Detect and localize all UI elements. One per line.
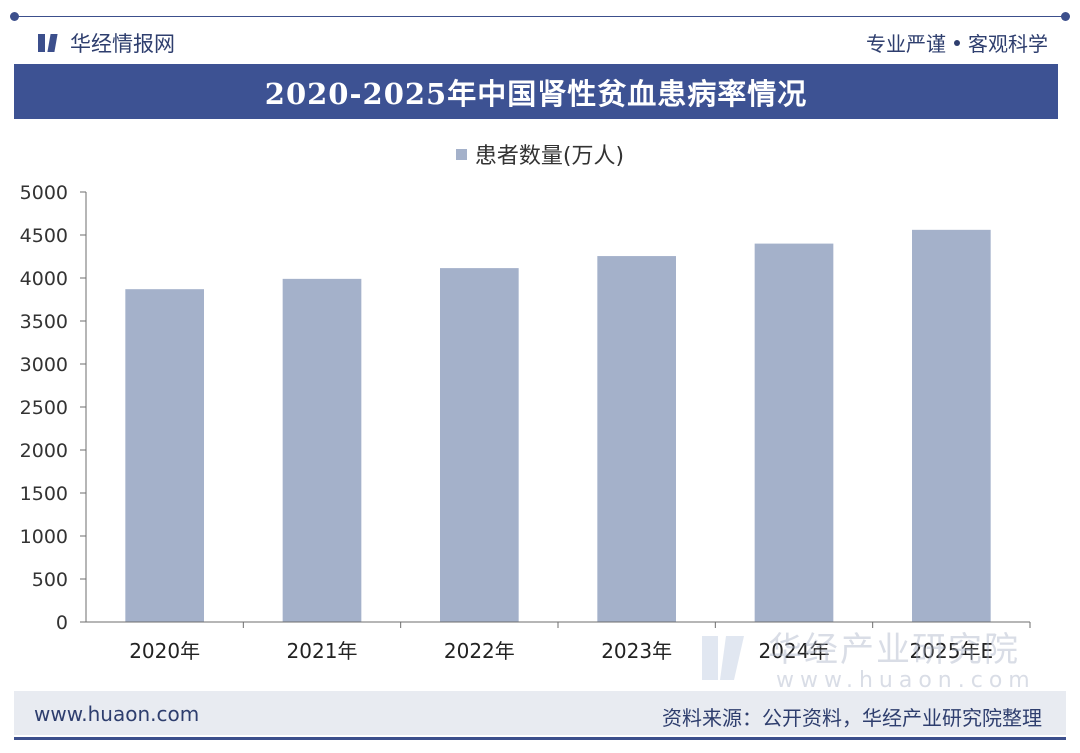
legend-swatch <box>455 148 467 160</box>
brand-name: 华经情报网 <box>70 32 175 56</box>
bars <box>125 229 991 622</box>
rule-dot-left <box>10 12 19 21</box>
y-tick-label: 2000 <box>20 440 68 462</box>
legend: 患者数量(万人) <box>0 138 1080 170</box>
bar <box>440 268 519 622</box>
watermark-name: 华经产业研究院 <box>768 630 1020 670</box>
y-tick-label: 3500 <box>20 311 68 333</box>
y-tick-label: 4000 <box>20 268 68 290</box>
y-tick-label: 5000 <box>20 182 68 204</box>
bottom-rule <box>14 737 1066 740</box>
x-axis-ticks: 2020年 2021年 2022年 2023年 2024年 2025年E <box>129 622 1031 663</box>
motto: 专业严谨 客观科学 <box>866 28 1048 57</box>
motto-left: 专业严谨 <box>866 32 946 56</box>
header: 华经情报网 专业严谨 客观科学 <box>14 22 1066 60</box>
footer: www.huaon.com 资料来源：公开资料，华经产业研究院整理 <box>14 691 1066 735</box>
bar <box>597 256 676 622</box>
y-tick-label: 1500 <box>20 483 68 505</box>
rule-dot-right <box>1061 12 1070 21</box>
x-tick-label: 2021年 <box>287 639 358 663</box>
title-banner: 2020-2025年中国肾性贫血患病率情况 <box>14 64 1058 119</box>
y-axis-ticks: 0 500 1000 1500 2000 2500 3000 3500 4000 4500 5000 <box>20 182 86 634</box>
brand-logo-icon <box>38 32 60 54</box>
x-tick-label: 2022年 <box>444 639 515 663</box>
bar <box>754 243 834 622</box>
footer-url: www.huaon.com <box>34 702 200 726</box>
y-tick-label: 2500 <box>20 397 68 419</box>
bar <box>912 229 991 622</box>
x-tick-label: 2020年 <box>129 639 200 663</box>
y-tick-label: 0 <box>56 612 68 634</box>
y-tick-label: 1000 <box>20 526 68 548</box>
watermark-url: www.huaon.com <box>776 668 1036 693</box>
chart-title: 2020-2025年中国肾性贫血患病率情况 <box>264 76 808 111</box>
brand: 华经情报网 <box>38 28 175 58</box>
x-tick-label: 2024年 <box>759 639 830 663</box>
x-tick-label: 2023年 <box>601 639 672 663</box>
bar <box>282 278 362 622</box>
y-tick-label: 3000 <box>20 354 68 376</box>
footer-source: 资料来源：公开资料，华经产业研究院整理 <box>662 706 1042 730</box>
y-tick-label: 4500 <box>20 225 68 247</box>
y-tick-label: 500 <box>32 569 68 591</box>
motto-right: 客观科学 <box>968 32 1048 56</box>
watermark-logo-icon <box>700 628 760 688</box>
legend-label: 患者数量(万人) <box>474 144 625 169</box>
x-tick-label: 2025年E <box>910 639 994 663</box>
motto-dot-icon <box>954 39 960 46</box>
bar <box>125 289 204 622</box>
top-rule <box>10 12 1070 21</box>
